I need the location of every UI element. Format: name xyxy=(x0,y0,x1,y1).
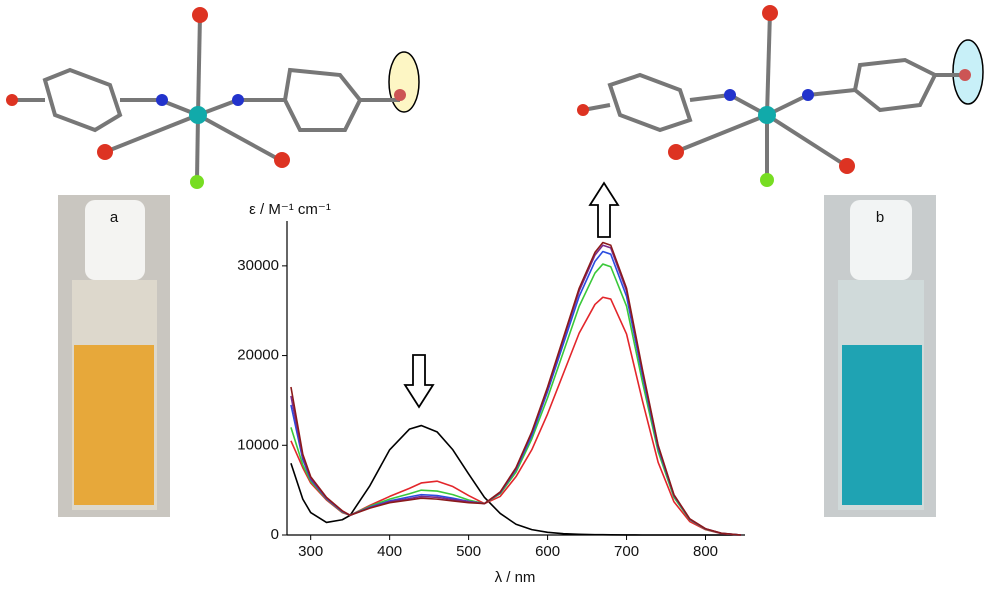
spectrum-line xyxy=(290,424,742,536)
x-tick-label: 400 xyxy=(377,543,402,560)
x-tick-label: 700 xyxy=(614,543,639,560)
x-tick-label: 300 xyxy=(298,543,323,560)
y-tick-label: 20000 xyxy=(237,347,279,364)
panel-label: a xyxy=(110,209,119,226)
x-tick-label: 500 xyxy=(456,543,481,560)
arrows xyxy=(403,181,620,409)
molecule-left xyxy=(6,7,420,189)
y-tick-label: 0 xyxy=(271,526,279,543)
panel-label: b xyxy=(876,209,884,226)
spectrum-line xyxy=(290,241,742,536)
cuvette-b xyxy=(824,195,936,517)
y-tick-label: 10000 xyxy=(237,436,279,453)
x-axis-label: λ / nm xyxy=(495,569,536,586)
cuvette-a xyxy=(58,195,170,517)
molecule-right xyxy=(577,5,984,187)
spectrum-line xyxy=(290,296,742,536)
x-tick-label: 800 xyxy=(693,543,718,560)
y-tick-label: 30000 xyxy=(237,257,279,274)
x-tick-label: 600 xyxy=(535,543,560,560)
y-axis-label: ε / M⁻¹ cm⁻¹ xyxy=(249,201,331,218)
